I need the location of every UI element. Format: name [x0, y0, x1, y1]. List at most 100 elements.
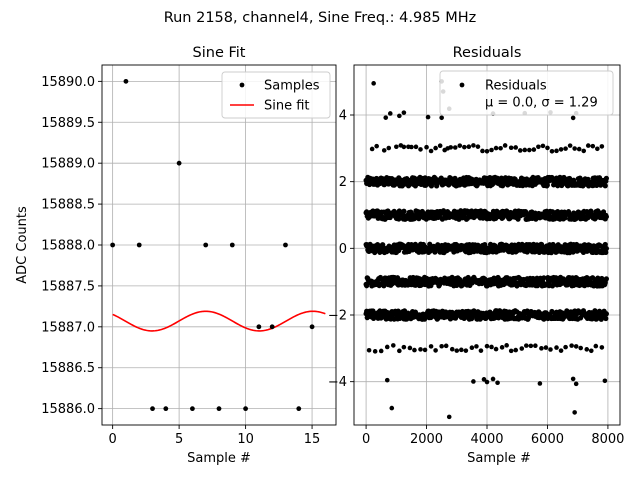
residual-point — [595, 146, 600, 152]
x-tick-label: 8000 — [591, 432, 624, 447]
residual-point — [462, 144, 467, 150]
sine-fit-panel: 0 5 10 15 15886.0 15886.5 15887.0 15887.5 15888.… — [15, 45, 337, 466]
residual-point — [409, 144, 414, 150]
residual-point — [413, 144, 419, 150]
residual-point — [371, 81, 376, 86]
residual-point — [590, 143, 596, 149]
residual-point — [372, 349, 378, 354]
residual-point — [381, 283, 387, 289]
residual-point — [439, 115, 444, 121]
residual-point — [412, 347, 417, 353]
residual-point — [603, 315, 609, 322]
residual-point — [549, 148, 555, 154]
residual-point — [425, 114, 431, 120]
residuals-series — [363, 79, 610, 420]
x-tick-label: 0 — [108, 432, 116, 447]
legend-box — [221, 71, 331, 119]
residual-point — [397, 113, 402, 119]
residual-point — [452, 145, 458, 150]
residual-point — [570, 376, 576, 382]
residual-point — [433, 145, 438, 151]
residual-point — [374, 143, 379, 149]
residual-point — [463, 348, 469, 353]
residual-point — [384, 344, 390, 350]
residual-point — [439, 343, 444, 349]
residual-point — [418, 147, 423, 152]
residual-point — [454, 348, 460, 353]
legend-marker-dot — [459, 82, 465, 88]
y-tick-label: 15886.0 — [41, 402, 95, 417]
residual-point — [401, 110, 407, 115]
residual-band — [363, 174, 610, 189]
residual-point — [436, 282, 443, 288]
sample-point — [296, 406, 302, 412]
residual-band — [363, 308, 610, 322]
sample-point — [136, 242, 142, 248]
sample-point — [110, 242, 116, 248]
x-tick-label: 6000 — [531, 432, 564, 447]
residual-point — [599, 345, 605, 350]
residual-point — [569, 343, 574, 348]
residual-point — [370, 308, 376, 314]
x-tick-label: 2000 — [410, 432, 443, 447]
sample-point — [269, 324, 275, 330]
residual-point — [378, 348, 384, 354]
residual-point — [531, 147, 537, 152]
residual-point — [533, 343, 538, 349]
sine-fit-title: Sine Fit — [193, 45, 246, 61]
residual-point — [422, 347, 428, 353]
residual-point — [504, 343, 509, 348]
residual-point — [537, 381, 543, 386]
residual-point — [474, 344, 479, 349]
sine-fit-legend: Samples Sine fit — [221, 71, 331, 119]
residual-point — [545, 145, 550, 151]
residual-point — [599, 144, 605, 149]
residual-point — [517, 148, 523, 153]
x-tick-label: 0 — [362, 432, 370, 447]
residual-point — [603, 175, 610, 181]
residual-point — [554, 345, 559, 350]
x-tick-label: 15 — [304, 432, 321, 447]
residual-point — [387, 111, 393, 116]
legend-label: Sine fit — [264, 99, 310, 114]
residual-point — [401, 208, 407, 214]
sample-point — [229, 242, 235, 248]
residual-point — [585, 143, 591, 148]
sine-fit-ticks: 0 5 10 15 15886.0 15886.5 15887.0 15887.5 15888.… — [41, 75, 320, 447]
residual-point — [459, 347, 464, 353]
residual-point — [401, 344, 407, 350]
residual-point — [396, 216, 402, 222]
residual-point — [603, 245, 610, 252]
residual-point — [391, 343, 396, 348]
residual-point — [369, 146, 375, 152]
sample-point — [176, 160, 182, 166]
x-tick-label: 5 — [175, 432, 183, 447]
residual-point — [383, 115, 389, 120]
x-tick-label: 10 — [237, 432, 254, 447]
residual-point — [543, 345, 549, 350]
residual-point — [524, 343, 529, 348]
residual-point — [407, 345, 413, 351]
residual-point — [554, 148, 559, 154]
figure-title: Run 2158, channel4, Sine Freq.: 4.985 MH… — [164, 10, 477, 26]
residual-point — [418, 347, 423, 352]
residual-point — [475, 144, 481, 149]
sample-point — [243, 406, 248, 412]
y-tick-label: 15889.5 — [41, 116, 95, 131]
residuals-title: Residuals — [453, 45, 522, 61]
residual-point — [602, 378, 608, 384]
legend-label: μ = 0.0, σ = 1.29 — [485, 96, 598, 111]
y-tick-label: 15888.0 — [41, 239, 95, 254]
residual-point — [446, 414, 452, 420]
residuals-ticks: 0 2000 4000 6000 8000 −4 −2 0 2 4 — [328, 109, 625, 448]
residuals-legend: Residuals μ = 0.0, σ = 1.29 — [439, 70, 614, 116]
y-tick-label: 15888.5 — [41, 198, 95, 213]
residual-point — [484, 379, 490, 385]
sample-point — [203, 242, 209, 248]
residual-point — [498, 145, 503, 151]
residual-point — [578, 345, 583, 351]
sine-fit-line — [112, 310, 326, 332]
sample-point — [123, 78, 129, 84]
sine-fit-y-axis-label: ADC Counts — [15, 206, 30, 284]
